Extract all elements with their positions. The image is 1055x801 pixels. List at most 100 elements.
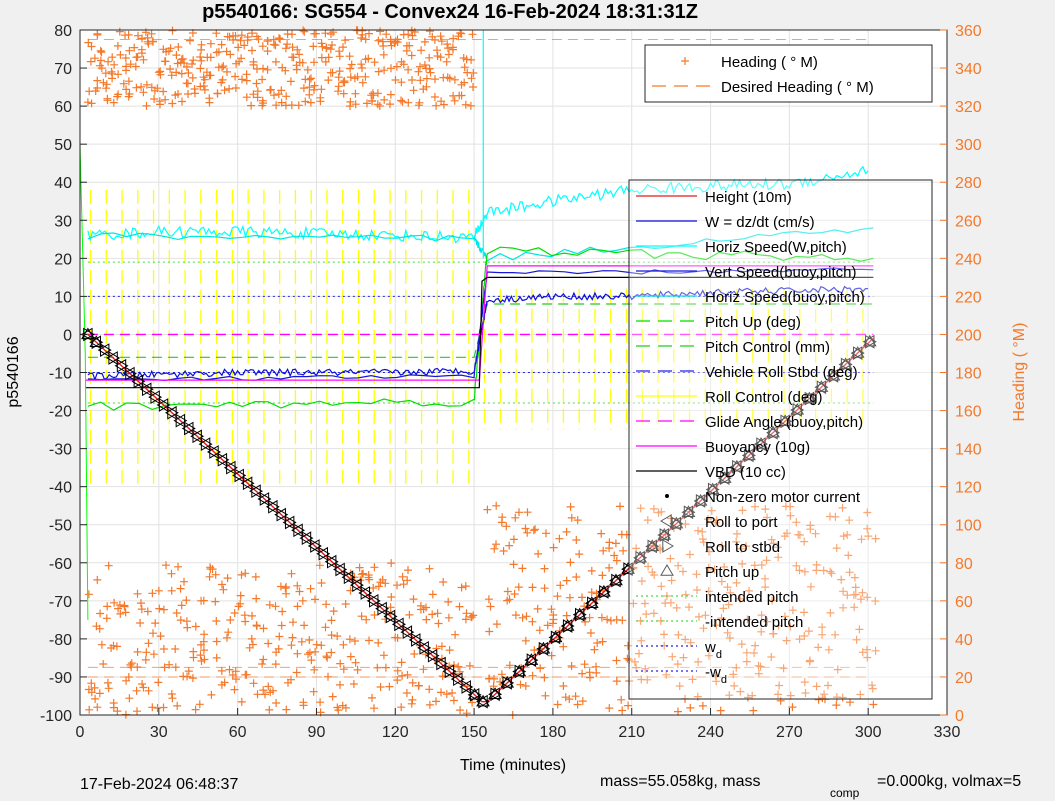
heading-point: [137, 82, 146, 91]
heading-point: [306, 98, 315, 107]
heading-point: [467, 74, 476, 83]
roll-stbd-marker: [116, 358, 129, 373]
heading-point: [225, 665, 234, 674]
roll-stbd-marker: [167, 405, 179, 420]
heading-point: [425, 564, 434, 573]
heading-point: [87, 99, 96, 108]
roll-port-marker: [80, 327, 93, 342]
heading-point: [93, 76, 102, 85]
heading-point: [93, 575, 102, 584]
roll-stbd-marker: [343, 570, 356, 585]
heading-point: [436, 32, 445, 41]
heading-point: [167, 71, 176, 80]
heading-point: [116, 50, 125, 59]
heading-point: [843, 530, 852, 539]
heading-point: [393, 633, 402, 642]
heading-point: [521, 682, 530, 690]
roll-port-marker: [459, 680, 471, 694]
heading-point: [172, 51, 181, 60]
heading-point: [800, 678, 809, 687]
heading-point: [373, 100, 382, 109]
roll-port-marker: [139, 382, 152, 397]
heading-point: [379, 651, 388, 660]
heading-point: [442, 57, 451, 66]
heading-point: [345, 52, 354, 61]
heading-point: [108, 53, 117, 62]
heading-point: [323, 653, 332, 662]
heading-point: [465, 661, 474, 670]
heading-point: [431, 75, 439, 84]
heading-point: [824, 681, 832, 690]
heading-point: [248, 46, 256, 55]
roll-stbd-marker: [360, 586, 373, 600]
heading-point: [776, 696, 785, 705]
heading-point: [428, 610, 437, 619]
heading-point: [182, 62, 191, 71]
heading-point: [605, 563, 614, 572]
heading-point: [556, 581, 565, 590]
heading-point: [643, 675, 652, 684]
heading-point: [484, 595, 493, 604]
heading-point: [249, 57, 258, 66]
heading-point: [397, 658, 406, 667]
heading-point: [218, 580, 226, 589]
heading-point: [219, 62, 228, 71]
pitch-up-marker: [500, 675, 515, 688]
heading-point: [486, 602, 495, 611]
heading-point: [756, 662, 765, 671]
roll-stbd-marker: [550, 630, 563, 645]
heading-point: [178, 54, 187, 63]
heading-point: [218, 63, 227, 72]
heading-point: [490, 544, 499, 553]
roll-port-marker: [657, 528, 670, 542]
heading-point: [391, 76, 400, 84]
heading-point: [137, 599, 145, 608]
roll-port-marker: [156, 398, 169, 412]
heading-point: [161, 57, 170, 66]
heading-point: [122, 85, 131, 94]
heading-point: [624, 641, 632, 650]
heading-point: [503, 596, 512, 605]
heading-point: [393, 666, 402, 675]
heading-point: [567, 513, 576, 522]
series-legend-box: [628, 179, 933, 700]
heading-point: [616, 502, 624, 511]
heading-point: [668, 652, 677, 661]
roll-stbd-marker: [780, 414, 793, 429]
heading-point: [624, 701, 633, 710]
heading-point: [195, 700, 204, 709]
heading-point: [575, 550, 584, 559]
roll-port-marker: [584, 596, 597, 611]
heading-point: [409, 86, 418, 95]
heading-point: [138, 680, 147, 688]
heading-point: [226, 50, 235, 59]
heading-point: [154, 678, 163, 687]
heading-point: [125, 90, 134, 98]
heading-point: [426, 68, 435, 77]
heading-point: [704, 515, 712, 524]
roll-port-marker: [442, 664, 455, 679]
heading-point: [742, 542, 751, 551]
heading-point: [657, 582, 666, 591]
heading-point: [275, 632, 284, 641]
heading-point: [176, 616, 185, 625]
heading-point: [208, 565, 217, 574]
roll-stbd-marker: [647, 539, 660, 554]
heading-point: [167, 569, 176, 578]
heading-point: [282, 705, 291, 714]
roll-port-marker: [299, 531, 312, 546]
heading-point: [693, 586, 701, 594]
heading-point: [265, 705, 274, 714]
heading-point: [237, 570, 246, 579]
heading-point: [144, 39, 153, 48]
y2-tick-label: 40: [955, 632, 973, 649]
roll-port-marker: [408, 633, 421, 647]
roll-stbd-marker: [242, 476, 255, 491]
heading-point: [863, 653, 872, 662]
legend-label: intended pitch: [705, 589, 798, 606]
heading-point: [295, 50, 304, 59]
legend-label: -intended pitch: [705, 614, 803, 631]
heading-point: [826, 608, 835, 617]
pitch-markers: [80, 327, 877, 709]
